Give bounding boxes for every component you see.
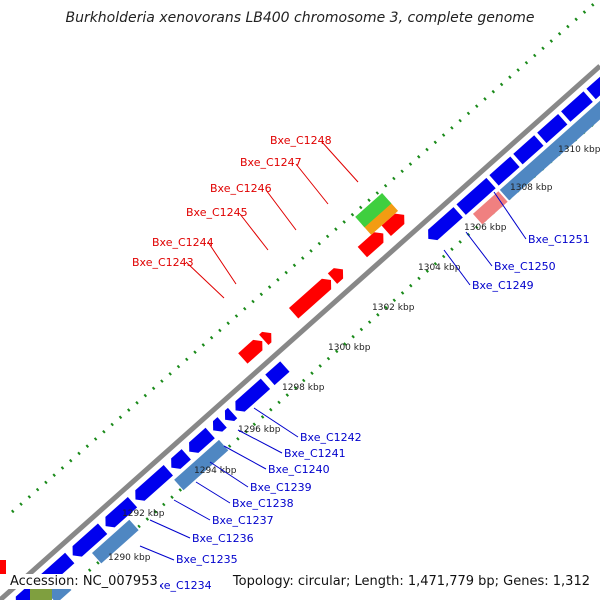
- tick-label: 1306 kbp: [464, 223, 507, 233]
- gene-label-reverse[interactable]: Bxe_C1251: [528, 233, 590, 246]
- label-connector: [237, 429, 283, 454]
- gene-feature[interactable]: [586, 62, 600, 100]
- gene-feature[interactable]: [327, 264, 348, 284]
- label-connector: [173, 499, 211, 521]
- gene-feature[interactable]: [208, 417, 227, 435]
- gene-feature[interactable]: [231, 378, 271, 416]
- gene-label-forward[interactable]: Bxe_C1245: [186, 206, 248, 219]
- gene-feature[interactable]: [537, 113, 568, 144]
- label-connector: [265, 189, 297, 231]
- gene-feature[interactable]: [68, 523, 108, 561]
- gene-feature[interactable]: [561, 91, 593, 122]
- gene-label-forward[interactable]: Bxe_C1244: [152, 236, 214, 249]
- gene-feature[interactable]: [424, 207, 463, 244]
- tick-label: 1308 kbp: [510, 183, 553, 193]
- label-connector: [139, 545, 175, 561]
- gene-label-reverse[interactable]: Bxe_C1250: [494, 260, 556, 273]
- label-connector: [185, 261, 225, 299]
- tick-label: 1300 kbp: [328, 343, 371, 353]
- gene-label-reverse[interactable]: Bxe_C1242: [300, 431, 362, 444]
- gene-feature[interactable]: [259, 328, 276, 346]
- gene-feature[interactable]: [357, 228, 388, 258]
- tick-label: 1294 kbp: [194, 466, 237, 476]
- gene-label-reverse[interactable]: Bxe_C1234: [150, 579, 212, 592]
- gene-label-reverse[interactable]: Bxe_C1249: [472, 279, 534, 292]
- gene-label-forward[interactable]: Bxe_C1243: [132, 256, 194, 269]
- gene-feature[interactable]: [456, 177, 496, 215]
- label-connector: [239, 213, 269, 251]
- tick-label: 1304 kbp: [418, 263, 461, 273]
- gene-label-forward[interactable]: Bxe_C1246: [210, 182, 272, 195]
- gene-feature[interactable]: [167, 449, 191, 473]
- gene-label-reverse[interactable]: Bxe_C1239: [250, 481, 312, 494]
- accession-text: Accession: NC_007953: [8, 574, 160, 589]
- gene-labels: Bxe_C1243 Bxe_C1244 Bxe_C1245 Bxe_C1246 Bxe_…: [117, 134, 590, 592]
- gene-label-reverse[interactable]: Bxe_C1240: [268, 463, 330, 476]
- tick-label: 1292 kbp: [122, 509, 165, 519]
- label-connector: [443, 249, 471, 286]
- gene-feature[interactable]: [355, 193, 392, 228]
- gene-label-reverse[interactable]: Bxe_C1241: [284, 447, 346, 460]
- gene-feature[interactable]: [489, 156, 520, 186]
- tick-label: 1298 kbp: [282, 383, 325, 393]
- gene-feature[interactable]: [220, 407, 238, 425]
- gene-feature[interactable]: [0, 560, 6, 574]
- label-connector: [149, 519, 191, 539]
- gene-feature[interactable]: [499, 90, 600, 201]
- gene-feature[interactable]: [91, 519, 139, 564]
- page-title: Burkholderia xenovorans LB400 chromosome…: [65, 10, 535, 26]
- gene-feature[interactable]: [185, 427, 215, 457]
- gene-label-forward[interactable]: Bxe_C1247: [240, 156, 302, 169]
- label-connector: [207, 241, 237, 285]
- gene-label-reverse[interactable]: Bxe_C1238: [232, 497, 294, 510]
- gene-feature[interactable]: [174, 439, 229, 491]
- gene-track: [15, 62, 600, 600]
- label-connector: [295, 163, 329, 205]
- gene-feature[interactable]: [131, 465, 173, 505]
- label-connector: [321, 141, 359, 183]
- chromosome-backbone: [0, 64, 600, 600]
- gene-feature[interactable]: [265, 361, 290, 386]
- gene-feature[interactable]: [513, 135, 544, 165]
- gene-feature[interactable]: [238, 336, 267, 364]
- label-connector: [253, 407, 299, 438]
- scale-ticks: 1290 kbp 1292 kbp 1294 kbp 1296 kbp 1298 kbp…: [108, 145, 600, 563]
- gene-feature[interactable]: [381, 210, 409, 237]
- gene-label-reverse[interactable]: Bxe_C1237: [212, 514, 274, 527]
- label-connector: [209, 461, 249, 488]
- gene-label-reverse[interactable]: Bxe_C1236: [192, 532, 254, 545]
- gene-label-forward[interactable]: Bxe_C1248: [270, 134, 332, 147]
- topology-text: Topology: circular; Length: 1,471,779 bp…: [230, 574, 592, 589]
- tick-label: 1296 kbp: [238, 425, 281, 435]
- label-connector: [465, 231, 493, 267]
- gene-feature[interactable]: [101, 496, 138, 531]
- label-connector: [195, 481, 231, 504]
- gene-label-reverse[interactable]: Bxe_C1235: [176, 553, 238, 566]
- label-connector: [223, 445, 267, 470]
- tick-label: 1302 kbp: [372, 303, 415, 313]
- tick-label: 1310 kbp: [558, 145, 600, 155]
- label-connector: [493, 191, 527, 240]
- gene-feature[interactable]: [361, 200, 399, 235]
- gene-feature[interactable]: [288, 275, 336, 319]
- tick-label: 1290 kbp: [108, 553, 151, 563]
